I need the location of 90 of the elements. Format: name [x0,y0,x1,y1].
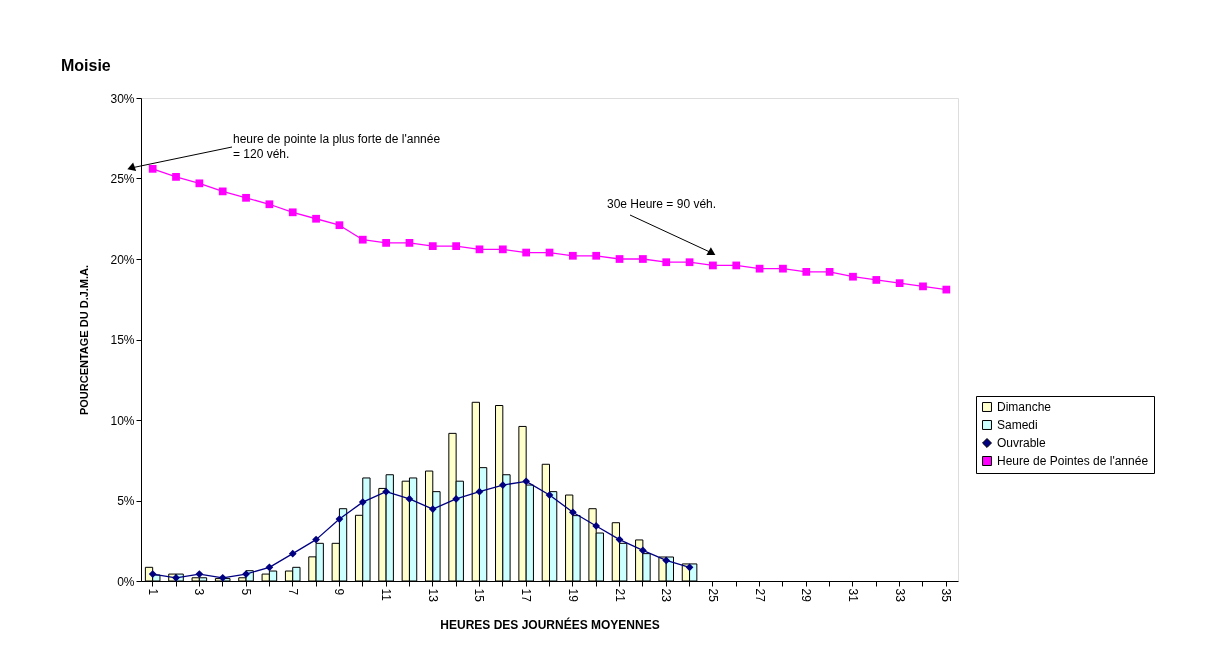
x-tick-label: 33 [892,588,907,603]
y-tick-label: 0% [117,574,135,589]
legend-label: Ouvrable [997,436,1047,450]
point [428,505,437,513]
y-tick-label: 30% [110,91,135,106]
point [545,491,554,499]
point [942,285,951,294]
point [639,255,647,263]
x-tick-label: 21 [612,588,627,603]
point [405,239,414,247]
x-tick-label: 3 [192,588,207,596]
x-tick-label: 29 [799,588,814,603]
x-tick-label: 23 [659,588,674,603]
point [615,535,624,544]
x-tick-label: 25 [705,588,720,603]
y-tick-label: 5% [117,494,135,508]
legend-label: Samedi [997,418,1038,432]
point [498,481,507,489]
x-tick-label: 19 [565,588,580,603]
point [592,251,601,260]
point [242,193,250,202]
point [288,549,297,558]
point [732,261,741,270]
x-tick-label: 11 [379,588,394,602]
x-tick-label: 31 [845,588,860,603]
y-tick-label: 10% [110,413,135,428]
point [475,245,484,254]
point [615,255,624,263]
y-tick-label: 25% [110,172,135,186]
point [919,282,927,291]
point [195,570,204,578]
point [358,498,367,506]
point [335,515,344,523]
point [685,563,694,572]
point [802,268,811,276]
chart-title: Moisie [60,57,111,74]
point [592,522,601,530]
x-tick-label: 7 [285,588,300,596]
point [218,573,227,582]
y-tick-label: 15% [110,333,135,347]
x-tick-label: 15 [472,588,487,603]
x-tick-label: 17 [519,588,534,603]
point [195,179,204,188]
point [825,268,834,276]
point [685,258,694,267]
point [265,200,274,209]
point [452,495,460,503]
point [358,235,367,244]
x-tick-label: 1 [145,588,160,596]
point [895,279,904,288]
point [265,563,274,572]
point [498,245,507,254]
point [522,248,531,257]
annotation: 30e Heure = 90 véh. [607,197,717,211]
point [522,477,531,486]
point [475,487,484,496]
x-tick-label: 27 [752,588,767,603]
y-tick-label: 20% [110,252,135,267]
point [568,508,577,517]
point [662,258,671,267]
point [382,239,390,247]
x-axis-title: HEURES DES JOURNÉES MOYENNES [440,616,660,632]
point [849,272,857,281]
point [452,242,460,250]
point [568,251,577,260]
x-tick-label: 13 [425,588,440,603]
point [288,208,297,217]
point [755,264,764,273]
annotation: heure de pointe la plus forte de l'année = 120 véh. [233,132,441,161]
point [779,264,787,273]
legend-label: Heure de Pointes de l'année [997,454,1149,468]
point [382,487,390,496]
point [218,187,227,196]
point [662,556,671,565]
point [312,535,320,544]
x-tick-label: 5 [239,588,254,596]
point [335,221,344,230]
legend-label: Dimanche [997,400,1052,414]
point [428,242,437,250]
y-axis-title: POURCENTAGE DU D.J.M.A. [78,264,91,416]
point [172,173,180,181]
x-tick-label: 35 [939,588,954,603]
point [639,546,647,555]
point [405,495,414,503]
x-tick-label: 9 [332,588,347,596]
point [709,261,717,270]
point [872,276,881,284]
point [172,573,180,582]
point [148,164,157,173]
point [312,214,320,223]
